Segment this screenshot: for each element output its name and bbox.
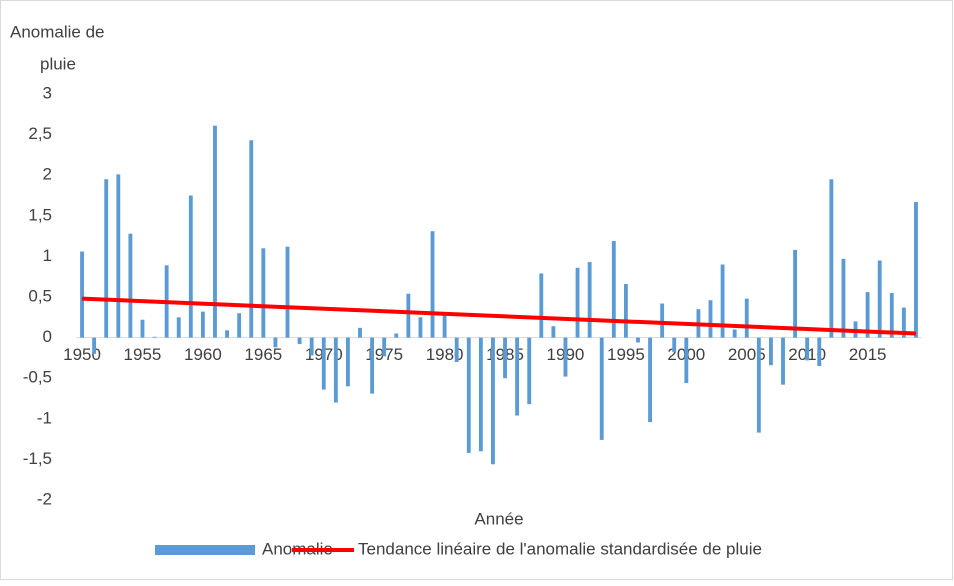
bar [213, 125, 217, 338]
x-tick-label: 1995 [607, 345, 645, 364]
bar [611, 240, 616, 338]
y-tick-label: 0,5 [28, 286, 52, 305]
y-tick-label: 0 [43, 327, 52, 346]
bar [877, 260, 882, 338]
bar [333, 337, 338, 403]
bar [237, 313, 242, 338]
bar [768, 337, 773, 366]
bar [720, 264, 725, 338]
bar [321, 337, 326, 390]
bar [176, 317, 181, 338]
bar [503, 337, 507, 379]
bar [225, 330, 230, 338]
y-axis-title: pluie [40, 54, 76, 73]
bar [200, 311, 205, 338]
bar [684, 337, 689, 384]
bar [865, 292, 870, 338]
bar [672, 337, 677, 353]
bar [660, 303, 665, 338]
bar [636, 337, 640, 343]
bar [527, 337, 532, 405]
bar [805, 337, 810, 361]
y-tick-label: 1,5 [28, 205, 52, 224]
x-tick-label: 1980 [426, 345, 464, 364]
bar [80, 251, 84, 338]
bar [297, 337, 302, 345]
y-tick-label: -1,5 [23, 449, 52, 468]
bar [599, 337, 604, 440]
y-tick-label: -0,5 [23, 368, 52, 387]
bar [587, 262, 592, 338]
bar [817, 337, 822, 367]
bar [648, 337, 653, 423]
legend-swatch [155, 545, 255, 555]
bar [793, 249, 798, 338]
y-tick-label: -1 [37, 408, 52, 427]
legend-label: Tendance linéaire de l'anomalie standard… [358, 539, 762, 558]
x-axis-title: Année [474, 509, 523, 528]
bar [430, 231, 435, 338]
bar [901, 307, 906, 338]
x-tick-label: 2005 [728, 345, 766, 364]
bar [382, 337, 387, 357]
y-axis-title: Anomalie de [10, 22, 105, 41]
bar [756, 337, 761, 433]
x-tick-label: 1955 [124, 345, 162, 364]
trend-line [81, 296, 917, 336]
bar [623, 284, 628, 338]
bar [841, 258, 846, 338]
bar [418, 317, 423, 338]
bar [358, 327, 362, 338]
x-tick-label: 1950 [63, 345, 101, 364]
bar [539, 273, 544, 338]
bar [914, 201, 918, 338]
x-tick-label: 1960 [184, 345, 222, 364]
y-tick-label: -2 [37, 489, 52, 508]
bar [140, 319, 145, 338]
y-tick-label: 2,5 [28, 124, 52, 143]
bar [394, 333, 399, 338]
bar [104, 179, 109, 338]
x-tick-label: 2015 [849, 345, 887, 364]
bar [152, 336, 157, 338]
y-tick-label: 3 [43, 83, 52, 102]
bar [563, 337, 568, 377]
bar [309, 337, 314, 356]
bar [345, 337, 350, 387]
bar [249, 140, 254, 338]
bar [285, 246, 290, 338]
y-tick-label: 2 [43, 165, 52, 184]
bar [273, 337, 278, 348]
bar [92, 337, 97, 354]
bar [491, 337, 495, 465]
bar [829, 179, 834, 338]
bar [708, 300, 713, 338]
bar [575, 267, 580, 338]
bar [889, 292, 894, 338]
bar [551, 326, 556, 338]
bar [732, 329, 737, 338]
bar [466, 337, 471, 453]
bar [781, 337, 785, 385]
bar [370, 337, 375, 394]
y-tick-label: 1 [43, 246, 52, 265]
bar [454, 337, 459, 362]
bar [128, 233, 133, 338]
bar [188, 195, 193, 338]
x-tick-label: 1965 [244, 345, 282, 364]
bar [515, 337, 520, 416]
bar [744, 298, 749, 338]
bar [442, 314, 447, 338]
bar [478, 337, 483, 452]
bar [406, 293, 411, 338]
bar [116, 174, 121, 338]
bar [261, 248, 266, 338]
